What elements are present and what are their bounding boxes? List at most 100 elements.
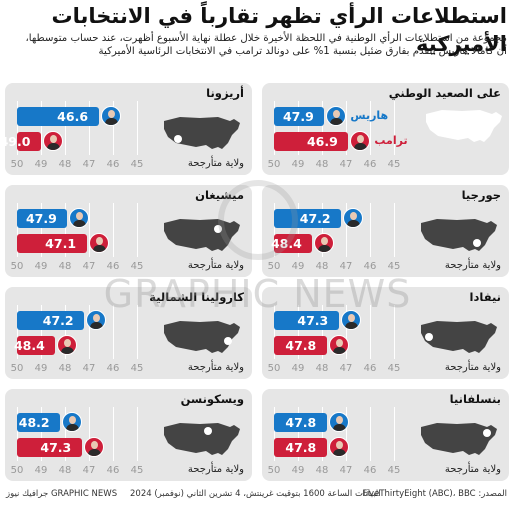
harris-value-label: 47.9 — [25, 211, 57, 226]
us-map-shape — [164, 423, 240, 455]
us-map-shape — [164, 321, 240, 353]
trump-bar — [17, 132, 41, 151]
gridline — [298, 101, 299, 155]
gridline — [298, 305, 299, 359]
trump-bar — [274, 438, 327, 457]
us-map-shape — [426, 110, 502, 142]
gridline — [394, 203, 395, 257]
state-highlight — [174, 135, 182, 143]
harris-value-label: 47.3 — [297, 313, 329, 328]
tick-label: 50 — [10, 465, 24, 476]
gridline — [298, 203, 299, 257]
gridline — [274, 203, 275, 257]
portrait-head — [347, 314, 355, 322]
swing-state-label: ولاية متأرجحة — [187, 362, 244, 373]
gridline — [17, 407, 18, 461]
swing-state-label: ولاية متأرجحة — [444, 260, 501, 271]
tick-label: 46 — [106, 465, 120, 476]
trump-bar — [274, 234, 313, 253]
tick-label: 49 — [291, 261, 305, 272]
gridline — [274, 305, 275, 359]
swing-state-label: ولاية متأرجحة — [187, 260, 244, 271]
trump-portrait-icon — [328, 335, 349, 355]
panel-title: ميشيغان — [195, 188, 244, 202]
panel-title: على الصعيد الوطني — [388, 86, 501, 100]
tick-label: 50 — [267, 159, 281, 170]
gridline — [113, 101, 114, 155]
tick-label: 47 — [339, 363, 353, 374]
tick-label: 47 — [82, 261, 96, 272]
us-map-shape — [164, 219, 240, 251]
tick-label: 49 — [34, 261, 48, 272]
trump-portrait-icon — [83, 437, 104, 457]
trump-value-label: 47.1 — [45, 236, 77, 251]
portrait-torso — [347, 220, 361, 227]
us-map-icon — [426, 110, 502, 142]
gridline — [370, 203, 371, 257]
panel-title: جورجيا — [461, 188, 501, 202]
portrait-head — [335, 339, 343, 347]
portrait-torso — [73, 220, 87, 227]
panel-2: 50 49 48 47 46 45 47.2 48.4 جورجيا ولاية متأرجحة — [262, 185, 509, 277]
portrait-torso — [344, 322, 358, 329]
tick-label: 47 — [82, 465, 96, 476]
swing-state-label: ولاية متأرجحة — [444, 464, 501, 475]
gridline — [65, 407, 66, 461]
gridline — [346, 203, 347, 257]
gridline — [370, 101, 371, 155]
gridline — [137, 407, 138, 461]
gridline — [17, 101, 18, 155]
footer-credit: GRAPHIC NEWS جرافيك نيوز — [6, 489, 118, 499]
tick-label: 48 — [58, 261, 72, 272]
portrait-torso — [90, 322, 104, 329]
gridline — [346, 101, 347, 155]
us-map-shape — [421, 219, 497, 251]
portrait-head — [90, 441, 98, 449]
tick-label: 46 — [106, 261, 120, 272]
gridline — [322, 305, 323, 359]
trump-bar — [274, 132, 349, 151]
harris-bar — [17, 311, 85, 330]
trump-value-label: 47.8 — [285, 440, 317, 455]
gridline — [394, 407, 395, 461]
panel-7: 50 49 48 47 46 45 48.2 47.3 ويسكونسن ولاية متأرجح… — [5, 389, 252, 481]
portrait-head — [93, 314, 101, 322]
tick-label: 47 — [339, 261, 353, 272]
harris-portrait-icon — [62, 412, 83, 432]
gridline — [89, 203, 90, 257]
panel-3: 50 49 48 47 46 45 47.9 47.1 ميشيغان ولاية متأرجحة — [5, 185, 252, 277]
portrait-torso — [332, 424, 346, 431]
footer-source: المصدر: FiveThirtyEight (ABC)، BBC — [362, 489, 507, 499]
tick-label: 46 — [363, 261, 377, 272]
tick-label: 45 — [387, 159, 401, 170]
harris-portrait-icon — [340, 310, 361, 330]
us-map-icon — [421, 321, 497, 353]
gridline — [65, 305, 66, 359]
harris-value-label: 47.9 — [282, 109, 314, 124]
trump-bar — [17, 336, 56, 355]
harris-value-label: 48.2 — [18, 415, 50, 430]
gridline — [322, 407, 323, 461]
trump-value-label: 49.0 — [5, 134, 31, 149]
gridline — [346, 305, 347, 359]
subtitle: مجموعة من استطلاعات الرأي الوطنية في الل… — [7, 32, 507, 58]
gridline — [322, 203, 323, 257]
us-map-icon — [164, 423, 240, 455]
us-map-shape — [421, 321, 497, 353]
panel-title: ويسكونسن — [180, 392, 244, 406]
gridline — [89, 305, 90, 359]
tick-label: 48 — [58, 363, 72, 374]
portrait-torso — [87, 449, 101, 456]
harris-candidate-label: هاريس — [350, 109, 389, 122]
harris-portrait-icon — [100, 106, 121, 126]
tick-label: 48 — [58, 465, 72, 476]
subtitle-line-2: أن كامالا هاريس تتقدم بفارق ضئيل بنسبة 1… — [98, 46, 507, 57]
harris-value-label: 46.6 — [57, 109, 89, 124]
panel-5: 50 49 48 47 46 45 47.2 48.4 كارولينا الشمالية ولا… — [5, 287, 252, 379]
gridline — [394, 305, 395, 359]
gridline — [322, 101, 323, 155]
harris-bar — [17, 107, 99, 126]
harris-bar — [17, 209, 68, 228]
tick-label: 45 — [130, 159, 144, 170]
tick-label: 48 — [58, 159, 72, 170]
